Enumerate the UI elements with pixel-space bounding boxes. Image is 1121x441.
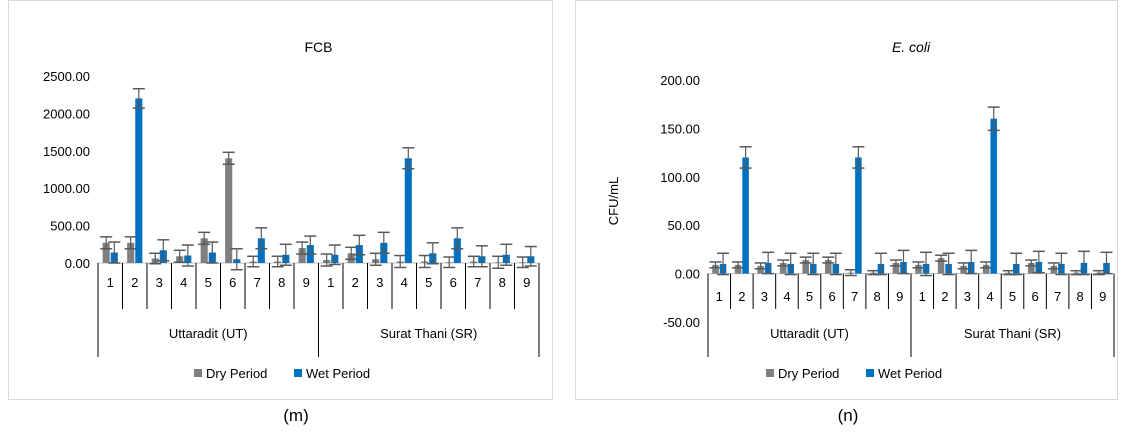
category-tick-label: 7 xyxy=(474,275,481,290)
y-tick-label: 2000.00 xyxy=(43,106,90,121)
bar-dry xyxy=(1050,265,1058,274)
category-tick-label: 6 xyxy=(229,275,236,290)
bar-dry xyxy=(802,260,809,274)
legend-swatch-dry xyxy=(766,369,774,377)
legend-swatch-dry xyxy=(194,369,202,377)
category-tick-label: 5 xyxy=(806,289,813,304)
bar-dry xyxy=(200,238,208,263)
group-label: Surat Thani (SR) xyxy=(380,326,477,341)
bar-dry xyxy=(127,242,135,263)
y-tick-label: 1500.00 xyxy=(43,144,90,159)
y-tick-label: 0.00 xyxy=(65,256,90,271)
group-label: Uttaradit (UT) xyxy=(770,326,849,341)
ecoli-chart: E. coli -50.00 0.00 50.00 100.00 150.00 200.00… xyxy=(606,39,1115,381)
bar-dry xyxy=(982,264,990,274)
y-tick-label: 50.00 xyxy=(667,218,700,233)
y-tick-label: 200.00 xyxy=(660,73,700,88)
fcb-chart-panel: FCB 0.00 500.00 1000.00 1500.00 2000.00 2500.0… xyxy=(8,0,553,400)
bar-wet xyxy=(855,157,862,274)
y-tick-label: 150.00 xyxy=(660,121,700,136)
legend-label: Dry Period xyxy=(778,366,839,381)
ecoli-chart-panel: E. coli -50.00 0.00 50.00 100.00 150.00 200.00… xyxy=(575,0,1118,400)
legend-label: Wet Period xyxy=(306,366,370,381)
y-tick-label: -50.00 xyxy=(663,315,700,330)
category-tick-label: 8 xyxy=(499,275,506,290)
category-tick-label: 2 xyxy=(352,275,359,290)
legend-swatch-wet xyxy=(866,369,874,377)
bar-dry xyxy=(712,264,719,274)
y-tick-label: 500.00 xyxy=(50,219,90,234)
category-tick-label: 5 xyxy=(205,275,212,290)
bar-dry xyxy=(734,264,742,274)
category-tick-label: 5 xyxy=(425,275,432,290)
y-tick-label: 2500.00 xyxy=(43,69,90,84)
y-tick-label: 1000.00 xyxy=(43,181,90,196)
bar-dry xyxy=(892,262,900,274)
bar-wet xyxy=(990,118,997,274)
category-tick-label: 8 xyxy=(874,289,881,304)
caption-m: (m) xyxy=(283,406,309,425)
y-tick-label: 0.00 xyxy=(675,267,700,282)
bar-wet xyxy=(404,158,412,263)
category-tick-label: 2 xyxy=(738,289,745,304)
category-tick-label: 6 xyxy=(1031,289,1038,304)
chart-title: E. coli xyxy=(892,39,931,55)
category-tick-label: 3 xyxy=(964,289,971,304)
fcb-chart: FCB 0.00 500.00 1000.00 1500.00 2000.00 2500.0… xyxy=(43,39,540,381)
bar-wet xyxy=(135,98,143,263)
bar-dry xyxy=(225,158,233,263)
category-tick-label: 7 xyxy=(1054,289,1061,304)
category-tick-label: 3 xyxy=(376,275,383,290)
group-label: Surat Thani (SR) xyxy=(964,326,1061,341)
category-tick-label: 1 xyxy=(716,289,723,304)
category-tick-label: 3 xyxy=(761,289,768,304)
category-tick-label: 8 xyxy=(1077,289,1084,304)
caption-n: (n) xyxy=(837,406,859,425)
legend-label: Wet Period xyxy=(878,366,942,381)
category-tick-label: 4 xyxy=(401,275,408,290)
category-tick-label: 6 xyxy=(828,289,835,304)
legend-label: Dry Period xyxy=(206,366,267,381)
category-tick-label: 4 xyxy=(180,275,187,290)
chart-title: FCB xyxy=(305,39,333,55)
category-tick-label: 1 xyxy=(107,275,114,290)
bar-wet xyxy=(257,238,265,263)
category-tick-label: 4 xyxy=(986,289,993,304)
bar-dry xyxy=(298,248,306,263)
bar-wet xyxy=(742,157,749,274)
category-tick-label: 8 xyxy=(278,275,285,290)
legend-swatch-wet xyxy=(294,369,302,377)
bar-dry xyxy=(779,262,787,274)
bar-dry xyxy=(102,242,110,263)
y-tick-label: 100.00 xyxy=(660,170,700,185)
bar-dry xyxy=(757,265,764,274)
category-tick-label: 1 xyxy=(327,275,334,290)
category-tick-label: 2 xyxy=(131,275,138,290)
category-tick-label: 5 xyxy=(1009,289,1016,304)
category-tick-label: 1 xyxy=(919,289,926,304)
bar-dry xyxy=(825,260,832,274)
category-tick-label: 9 xyxy=(303,275,310,290)
category-tick-label: 9 xyxy=(523,275,530,290)
category-tick-label: 3 xyxy=(156,275,163,290)
bar-dry xyxy=(960,265,967,274)
category-tick-label: 2 xyxy=(941,289,948,304)
bar-wet xyxy=(453,238,461,263)
group-label: Uttaradit (UT) xyxy=(169,326,248,341)
y-axis-label: CFU/mL xyxy=(606,177,621,225)
bar-dry xyxy=(1028,262,1035,274)
category-tick-label: 7 xyxy=(851,289,858,304)
bar-dry xyxy=(937,258,945,274)
category-tick-label: 6 xyxy=(450,275,457,290)
category-tick-label: 9 xyxy=(1099,289,1106,304)
category-tick-label: 9 xyxy=(896,289,903,304)
category-tick-label: 7 xyxy=(254,275,261,290)
category-tick-label: 4 xyxy=(783,289,790,304)
bar-dry xyxy=(915,264,922,274)
